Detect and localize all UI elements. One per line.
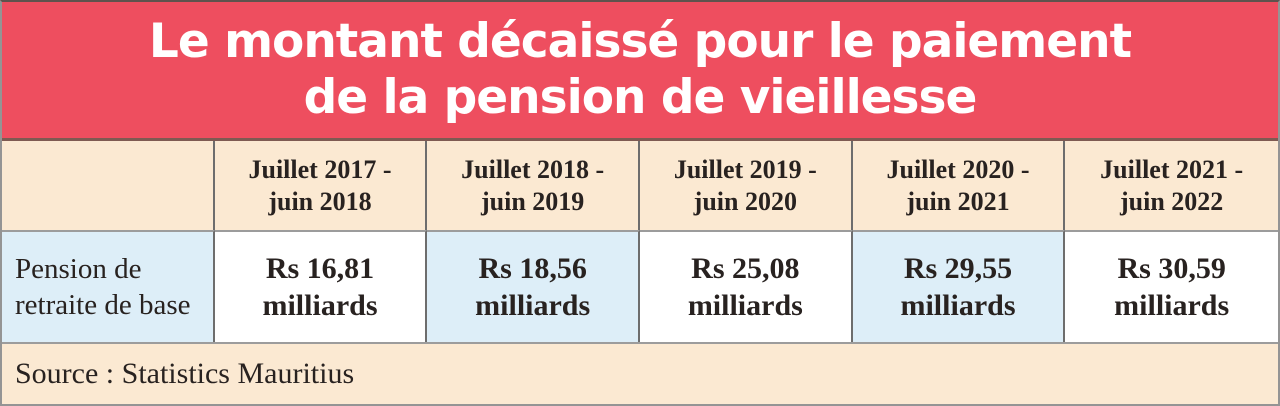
column-header-2020-2021: Juillet 2020 - juin 2021 xyxy=(852,141,1066,230)
amount-value: Rs 25,08 xyxy=(691,252,800,285)
period-line2: juin 2020 xyxy=(693,186,797,216)
period-line1: Juillet 2020 - xyxy=(886,154,1030,184)
amount-value: Rs 16,81 xyxy=(265,252,375,285)
period-line2: juin 2022 xyxy=(1120,186,1224,216)
page-title-line2: de la pension de vieillesse xyxy=(303,70,978,125)
page-title-line1: Le montant décaissé pour le paiement xyxy=(148,14,1132,69)
period-line2: juin 2021 xyxy=(906,186,1010,216)
amount-unit: milliards xyxy=(1114,289,1230,322)
table-corner-cell xyxy=(2,141,215,230)
value-cell-2021-2022: Rs 30,59 milliards xyxy=(1065,230,1278,342)
period-line2: juin 2019 xyxy=(481,186,585,216)
amount-unit: milliards xyxy=(687,289,803,322)
column-header-2017-2018: Juillet 2017 - juin 2018 xyxy=(214,141,428,230)
period-line1: Juillet 2021 - xyxy=(1100,154,1244,184)
amount-unit: milliards xyxy=(475,289,591,322)
value-cell-2020-2021: Rs 29,55 milliards xyxy=(852,230,1066,342)
column-header-2019-2020: Juillet 2019 - juin 2020 xyxy=(640,141,853,230)
value-cell-2017-2018: Rs 16,81 milliards xyxy=(214,230,428,342)
period-line2: juin 2018 xyxy=(268,186,372,216)
amount-unit: milliards xyxy=(900,289,1016,322)
source-row: Source : Statistics Mauritius xyxy=(2,342,1278,404)
value-cell-2019-2020: Rs 25,08 milliards xyxy=(640,230,853,342)
amount-value: Rs 18,56 xyxy=(478,252,587,285)
source-text: Source : Statistics Mauritius xyxy=(15,357,355,390)
column-header-2021-2022: Juillet 2021 - juin 2022 xyxy=(1065,141,1278,230)
period-line1: Juillet 2017 - xyxy=(248,154,392,184)
row-label-cell: Pension de retraite de base xyxy=(2,230,215,342)
table-data-row: Pension de retraite de base Rs 16,81 mil… xyxy=(2,230,1278,342)
period-line1: Juillet 2019 - xyxy=(673,154,817,184)
period-line1: Juillet 2018 - xyxy=(461,154,605,184)
amount-value: Rs 29,55 xyxy=(903,252,1013,285)
amount-unit: milliards xyxy=(262,289,378,322)
value-cell-2018-2019: Rs 18,56 milliards xyxy=(427,230,640,342)
column-header-2018-2019: Juillet 2018 - juin 2019 xyxy=(427,141,640,230)
title-banner: Le montant décaissé pour le paiement de … xyxy=(2,2,1278,141)
amount-value: Rs 30,59 xyxy=(1117,252,1226,285)
table-header-row: Juillet 2017 - juin 2018 Juillet 2018 - … xyxy=(2,141,1278,230)
